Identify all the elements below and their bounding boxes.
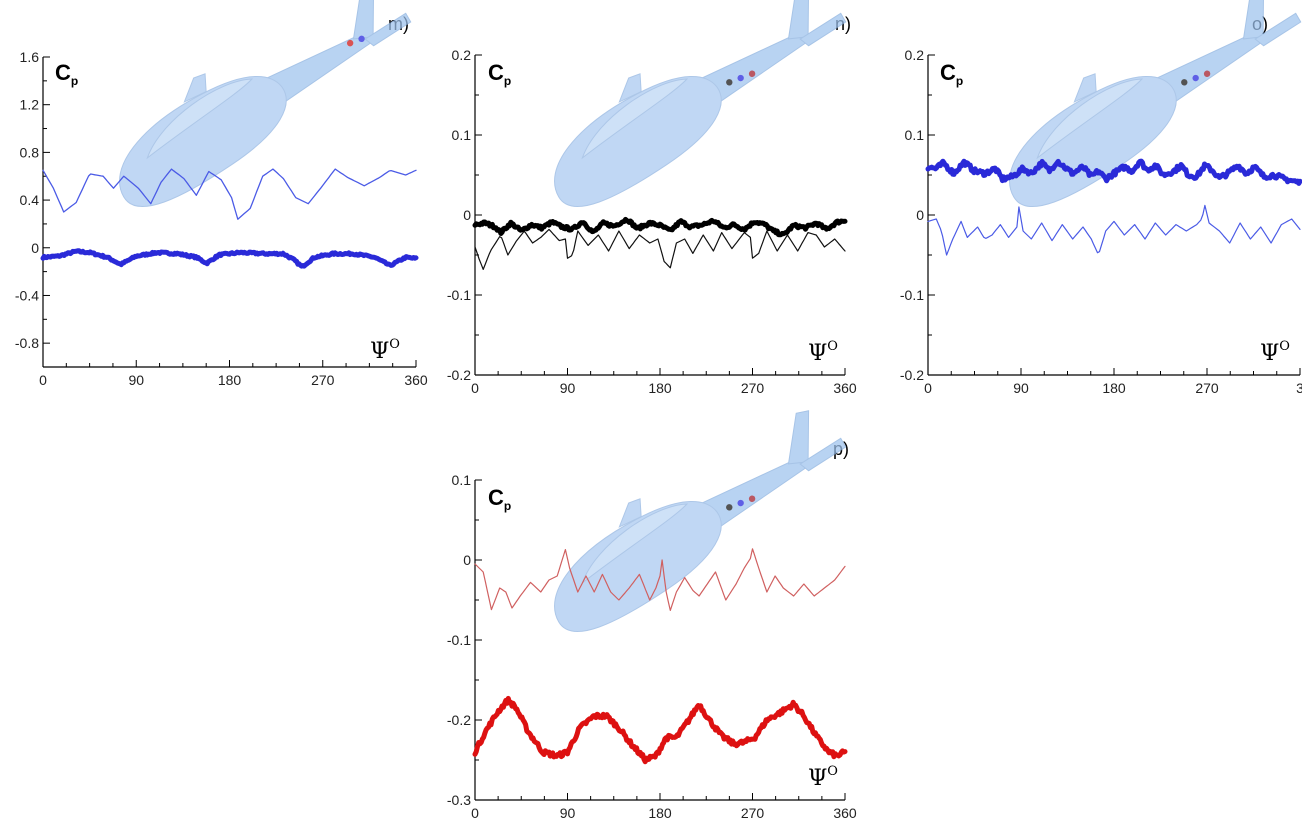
y-tick-label: 0.2 [452, 47, 472, 63]
y-tick-label: 0.4 [20, 192, 40, 208]
y-tick-label: 0.1 [452, 127, 472, 143]
x-tick-label: 270 [311, 372, 335, 388]
x-tick-label: 270 [741, 805, 765, 821]
y-axis-label: Cp [488, 485, 511, 513]
series-line [475, 229, 845, 269]
y-tick-label: -0.8 [15, 335, 39, 351]
y-tick-label: 0 [916, 207, 924, 223]
x-tick-label: 0 [39, 372, 47, 388]
x-tick-label: 90 [560, 805, 576, 821]
x-axis-label: ΨO [370, 337, 400, 364]
y-tick-label: -0.2 [900, 367, 924, 383]
x-tick-label: 180 [1102, 380, 1126, 396]
x-axis-label: ΨO [808, 339, 838, 366]
series-line [928, 205, 1300, 255]
helicopter-fuselage-image [980, 0, 1302, 221]
y-tick-label: 0 [31, 240, 39, 256]
helicopter-fuselage-image [525, 395, 864, 646]
y-tick-label: 0 [463, 552, 471, 568]
series-line [43, 251, 416, 266]
x-tick-label: 0 [471, 380, 479, 396]
y-tick-label: -0.1 [447, 287, 471, 303]
y-tick-label: -0.2 [447, 367, 471, 383]
x-tick-label: 180 [648, 380, 672, 396]
y-tick-label: -0.3 [447, 792, 471, 808]
x-tick-label: 0 [924, 380, 932, 396]
x-tick-label: 180 [648, 805, 672, 821]
y-tick-label: 0.1 [452, 472, 472, 488]
y-axis-label: Cp [55, 60, 78, 88]
y-axis-label: Cp [940, 60, 963, 88]
y-tick-label: 0.2 [905, 47, 925, 63]
x-tick-label: 0 [471, 805, 479, 821]
x-tick-label: 90 [128, 372, 144, 388]
x-tick-label: 360 [404, 372, 428, 388]
x-tick-label: 180 [218, 372, 242, 388]
x-axis-label: ΨO [808, 764, 838, 791]
y-tick-label: -0.4 [15, 287, 39, 303]
y-axis-label: Cp [488, 60, 511, 88]
y-tick-label: -0.1 [900, 287, 924, 303]
x-tick-label: 270 [741, 380, 765, 396]
series-line [43, 169, 416, 219]
x-tick-label: 360 [833, 380, 857, 396]
y-tick-label: 0 [463, 207, 471, 223]
x-tick-label: 90 [1013, 380, 1029, 396]
x-tick-label: 360 [833, 805, 857, 821]
y-tick-label: -0.1 [447, 632, 471, 648]
x-tick-label: 270 [1195, 380, 1219, 396]
y-tick-label: 1.6 [20, 49, 40, 65]
y-tick-label: 1.2 [20, 97, 40, 113]
x-tick-label: 3 [1296, 380, 1302, 396]
y-tick-label: 0.8 [20, 144, 40, 160]
helicopter-fuselage-image [525, 0, 864, 221]
helicopter-fuselage-image [90, 0, 429, 221]
y-tick-label: 0.1 [905, 127, 925, 143]
series-line [475, 698, 845, 761]
x-axis-label: ΨO [1260, 339, 1290, 366]
y-tick-label: -0.2 [447, 712, 471, 728]
series-line [475, 219, 845, 234]
x-tick-label: 90 [560, 380, 576, 396]
